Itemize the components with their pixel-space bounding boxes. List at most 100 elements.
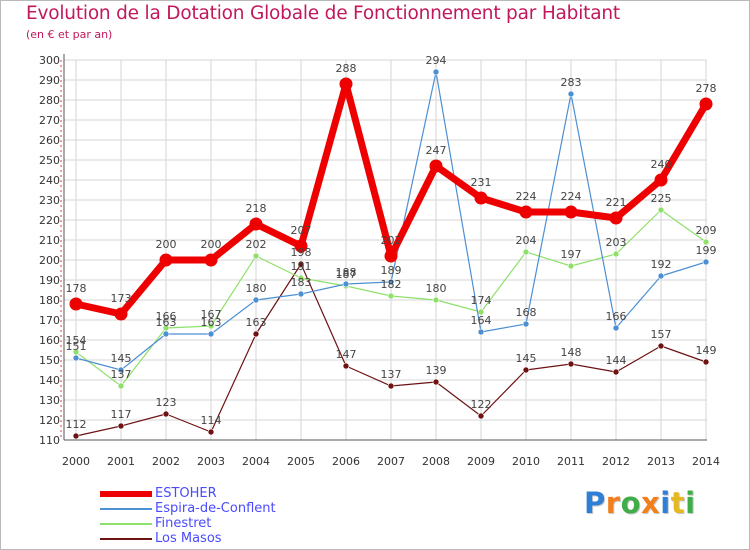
logo-letter: i	[660, 486, 671, 520]
x-tick-label: 2014	[692, 455, 720, 468]
x-tick-label: 2000	[62, 455, 90, 468]
y-tick-label: 150	[39, 354, 60, 367]
data-label: 188	[336, 266, 357, 279]
data-label: 283	[561, 76, 582, 89]
data-point	[477, 328, 485, 336]
x-tick-label: 2009	[467, 455, 495, 468]
data-label: 180	[246, 282, 267, 295]
legend-label: Espira-de-Conflent	[155, 501, 276, 516]
legend-item: Los Masos	[100, 531, 276, 546]
data-label: 147	[336, 348, 357, 361]
data-point	[567, 90, 575, 98]
data-label: 167	[201, 308, 222, 321]
legend-swatch	[100, 522, 152, 525]
series-3	[72, 260, 710, 440]
data-label: 112	[66, 418, 87, 431]
data-point	[522, 248, 530, 256]
data-point	[657, 272, 665, 280]
y-tick-label: 190	[39, 274, 60, 287]
data-label: 225	[651, 192, 672, 205]
data-point	[702, 358, 710, 366]
data-label: 197	[561, 248, 582, 261]
y-tick-label: 200	[39, 254, 60, 267]
data-label: 198	[291, 246, 312, 259]
data-point	[612, 250, 620, 258]
data-label: 187	[336, 268, 357, 281]
data-label: 199	[696, 244, 717, 257]
logo-letter: o	[620, 486, 642, 520]
logo-letter: r	[605, 486, 621, 520]
data-point	[429, 159, 443, 173]
x-tick-label: 2001	[107, 455, 135, 468]
data-point	[699, 97, 713, 111]
data-label: 202	[246, 238, 267, 251]
data-label: 200	[156, 238, 177, 251]
data-label: 180	[426, 282, 447, 295]
data-point	[522, 320, 530, 328]
data-point	[114, 307, 128, 321]
data-label: 139	[426, 364, 447, 377]
data-label: 209	[696, 224, 717, 237]
data-label: 173	[111, 292, 132, 305]
x-tick-label: 2010	[512, 455, 540, 468]
legend-swatch	[100, 507, 152, 510]
proxiti-logo: Proxiti	[584, 486, 696, 520]
data-point	[387, 278, 395, 286]
data-label: 207	[291, 224, 312, 237]
x-tick-label: 2013	[647, 455, 675, 468]
data-point	[567, 262, 575, 270]
data-label: 224	[561, 190, 582, 203]
data-point	[432, 296, 440, 304]
data-label: 145	[111, 352, 132, 365]
data-label: 174	[471, 294, 492, 307]
data-label: 123	[156, 396, 177, 409]
data-point	[702, 258, 710, 266]
data-point	[162, 410, 170, 418]
data-label: 189	[381, 264, 402, 277]
data-label: 163	[156, 316, 177, 329]
data-point	[342, 362, 350, 370]
data-label: 114	[201, 414, 222, 427]
data-point	[474, 191, 488, 205]
data-point	[657, 342, 665, 350]
data-point	[609, 211, 623, 225]
data-point	[252, 330, 260, 338]
y-tick-label: 240	[39, 174, 60, 187]
data-label: 202	[381, 234, 402, 247]
data-point	[252, 296, 260, 304]
y-tick-label: 270	[39, 114, 60, 127]
data-point	[612, 324, 620, 332]
y-tick-label: 160	[39, 334, 60, 347]
y-tick-label: 110	[39, 434, 60, 447]
data-point	[159, 253, 173, 267]
data-point	[207, 330, 215, 338]
data-point	[477, 412, 485, 420]
y-tick-label: 260	[39, 134, 60, 147]
data-point	[297, 290, 305, 298]
data-label: 240	[651, 158, 672, 171]
logo-letter: i	[685, 486, 696, 520]
data-point	[564, 205, 578, 219]
y-tick-label: 140	[39, 374, 60, 387]
data-point	[519, 205, 533, 219]
data-label: 163	[246, 316, 267, 329]
legend-item: Finestret	[100, 516, 276, 531]
series-0	[69, 77, 713, 321]
x-tick-label: 2005	[287, 455, 315, 468]
legend-label: ESTOHER	[155, 486, 217, 501]
legend: ESTOHER Espira-de-Conflent Finestret Los Ma…	[100, 486, 276, 546]
data-label: 247	[426, 144, 447, 157]
data-label: 294	[426, 54, 447, 67]
data-point	[567, 360, 575, 368]
data-label: 137	[111, 368, 132, 381]
data-point	[384, 249, 398, 263]
data-label: 157	[651, 328, 672, 341]
data-point	[339, 77, 353, 91]
data-label: 182	[381, 278, 402, 291]
data-label: 278	[696, 82, 717, 95]
data-point	[522, 366, 530, 374]
data-label: 288	[336, 62, 357, 75]
data-label: 144	[606, 354, 627, 367]
x-tick-label: 2004	[242, 455, 270, 468]
